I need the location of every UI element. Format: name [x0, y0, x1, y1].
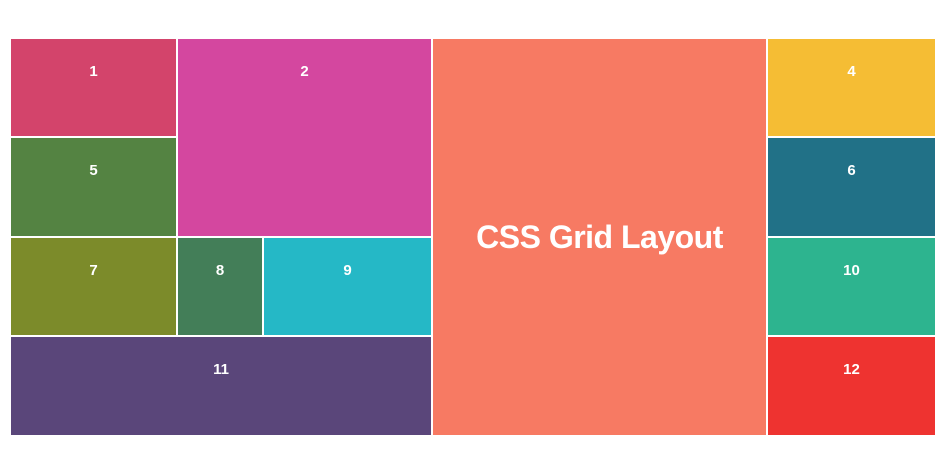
grid-cell-4: 4 — [768, 39, 935, 136]
grid-cell-2: 2 — [178, 39, 431, 236]
grid-title-cell: CSS Grid Layout — [433, 39, 766, 435]
grid-title: CSS Grid Layout — [476, 218, 723, 255]
grid-cell-label: 4 — [847, 63, 856, 80]
grid-cell-label: 7 — [89, 262, 98, 279]
grid-cell-11: 11 — [11, 337, 431, 435]
grid-cell-label: 6 — [847, 162, 856, 179]
grid-cell-label: 9 — [343, 262, 352, 279]
grid-cell-label: 1 — [89, 63, 98, 80]
grid-cell-label: 8 — [215, 262, 225, 279]
grid-cell-label: 11 — [213, 361, 229, 378]
grid-cell-1: 1 — [11, 39, 176, 136]
grid-cell-7: 7 — [11, 238, 176, 335]
grid-cell-8: 8 — [178, 238, 262, 335]
grid-layout: 1 2 CSS Grid Layout 4 5 6 7 8 9 10 11 12 — [11, 39, 935, 435]
grid-cell-5: 5 — [11, 138, 176, 236]
grid-cell-6: 6 — [768, 138, 935, 236]
grid-cell-label: 2 — [300, 63, 309, 80]
grid-cell-10: 10 — [768, 238, 935, 335]
grid-cell-label: 5 — [89, 162, 98, 179]
grid-cell-label: 10 — [843, 262, 860, 279]
grid-cell-label: 12 — [843, 361, 860, 378]
grid-cell-12: 12 — [768, 337, 935, 435]
grid-cell-9: 9 — [264, 238, 431, 335]
